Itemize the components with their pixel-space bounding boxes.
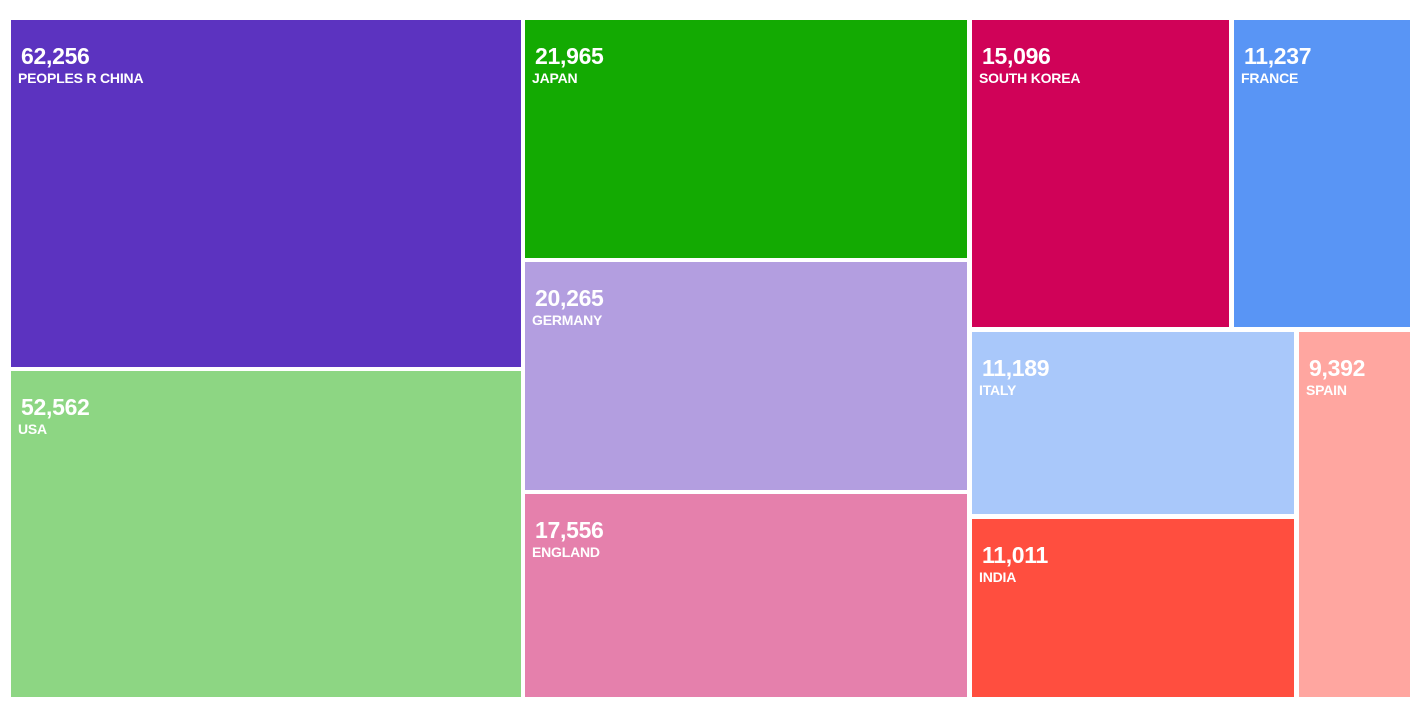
tile-label: SOUTH KOREA — [979, 70, 1081, 86]
tile-usa: 52,562 USA — [11, 371, 521, 697]
tile-value: 20,265 — [535, 285, 604, 311]
tile-england: 17,556 ENGLAND — [525, 494, 967, 697]
tile-value: 15,096 — [982, 43, 1051, 69]
tile-label: ITALY — [979, 382, 1017, 398]
tile-value: 11,011 — [982, 542, 1049, 568]
tile-value: 17,556 — [535, 517, 604, 543]
tile-value: 52,562 — [21, 394, 90, 420]
tile-france: 11,237 FRANCE — [1234, 20, 1410, 327]
tile-label: INDIA — [979, 569, 1017, 585]
tile-value: 62,256 — [21, 43, 90, 69]
tile-label: GERMANY — [532, 312, 603, 328]
tile-india: 11,011 INDIA — [972, 519, 1294, 697]
tile-germany: 20,265 GERMANY — [525, 262, 967, 490]
tile-label: JAPAN — [532, 70, 578, 86]
tile-value: 11,237 — [1244, 43, 1312, 69]
tile-japan: 21,965 JAPAN — [525, 20, 967, 258]
tile-value: 21,965 — [535, 43, 604, 69]
tile-label: ENGLAND — [532, 544, 600, 560]
tile-label: SPAIN — [1306, 382, 1347, 398]
tile-peoples-r-china: 62,256 PEOPLES R CHINA — [11, 20, 521, 367]
tile-value: 11,189 — [982, 355, 1050, 381]
tile-italy: 11,189 ITALY — [972, 332, 1294, 514]
tile-value: 9,392 — [1309, 355, 1366, 381]
tile-south-korea: 15,096 SOUTH KOREA — [972, 20, 1229, 327]
tile-spain: 9,392 SPAIN — [1299, 332, 1410, 697]
tile-label: FRANCE — [1241, 70, 1299, 86]
tile-label: PEOPLES R CHINA — [18, 70, 144, 86]
tile-label: USA — [18, 421, 47, 437]
